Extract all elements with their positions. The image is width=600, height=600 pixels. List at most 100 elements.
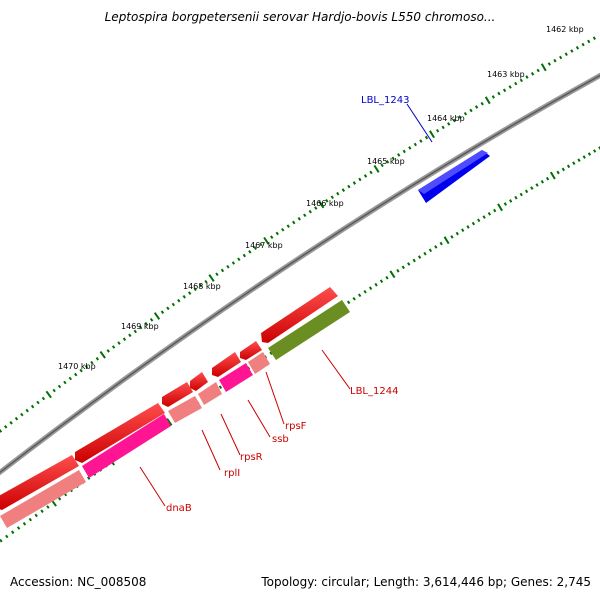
outer-minor-tick xyxy=(575,46,580,50)
outer-minor-tick xyxy=(95,357,100,361)
outer-minor-tick xyxy=(36,400,40,405)
outer-major-tick xyxy=(318,200,325,209)
gene-red-7[interactable] xyxy=(0,455,79,510)
gene-red-4[interactable] xyxy=(190,372,208,391)
inner-major-tick xyxy=(443,236,450,245)
outer-minor-tick xyxy=(330,195,334,200)
outer-minor-tick xyxy=(419,139,423,143)
outer-minor-tick xyxy=(391,156,395,161)
tick-label-1464: 1464 kbp xyxy=(427,114,465,123)
outer-minor-tick xyxy=(514,81,518,86)
outer-major-tick xyxy=(99,351,106,359)
outer-minor-tick xyxy=(547,62,551,66)
outer-minor-tick xyxy=(259,242,263,247)
outer-minor-tick xyxy=(592,36,596,40)
outer-minor-tick xyxy=(9,421,13,425)
outer-minor-tick xyxy=(530,72,535,76)
outer-minor-tick xyxy=(469,108,473,113)
inner-minor-tick xyxy=(374,282,378,287)
inner-major-tick xyxy=(166,418,173,426)
outer-minor-tick xyxy=(226,264,230,269)
outer-minor-tick xyxy=(435,128,440,133)
outer-minor-tick xyxy=(380,163,384,168)
outer-minor-tick xyxy=(242,253,247,258)
outer-minor-tick xyxy=(57,384,62,389)
inner-minor-tick xyxy=(28,517,33,522)
outer-minor-tick xyxy=(341,188,346,192)
outer-minor-tick xyxy=(413,142,417,147)
outer-minor-tick xyxy=(570,49,574,53)
label-dnaB: dnaB xyxy=(166,503,192,514)
gene-rplI-bar[interactable] xyxy=(168,396,202,423)
inner-minor-tick xyxy=(503,202,507,206)
gene-dnaB-bar[interactable] xyxy=(82,414,171,478)
outer-minor-tick xyxy=(122,337,127,341)
outer-minor-tick xyxy=(408,146,412,150)
gene-rpsR-bar[interactable] xyxy=(198,382,222,405)
outer-minor-tick xyxy=(111,345,116,349)
gene-red-6[interactable] xyxy=(75,403,165,463)
outer-minor-tick xyxy=(171,302,176,307)
gene-red-2[interactable] xyxy=(240,341,262,360)
gene-red-5[interactable] xyxy=(162,382,193,407)
inner-minor-tick xyxy=(482,215,486,219)
label-leaders xyxy=(139,103,433,507)
outer-minor-tick xyxy=(215,272,219,277)
inner-minor-tick xyxy=(357,293,362,298)
outer-minor-tick xyxy=(193,287,197,292)
outer-minor-tick xyxy=(564,52,568,56)
gene-red-3[interactable] xyxy=(212,352,241,377)
tick-label-1470: 1470 kbp xyxy=(58,362,96,371)
outer-minor-tick xyxy=(275,231,279,236)
label-rpsR: rpsR xyxy=(240,452,263,463)
tick-label-1466: 1466 kbp xyxy=(306,199,344,208)
outer-minor-tick xyxy=(30,404,35,409)
outer-minor-tick xyxy=(358,177,362,182)
tick-label-1468: 1468 kbp xyxy=(183,282,221,291)
outer-minor-tick xyxy=(237,257,241,262)
outer-minor-tick xyxy=(74,372,78,377)
inner-minor-tick xyxy=(40,509,44,513)
gene-pink-left[interactable] xyxy=(0,470,86,528)
outer-minor-tick xyxy=(519,78,523,83)
outer-minor-tick xyxy=(553,58,557,63)
inner-minor-tick xyxy=(218,385,223,389)
outer-minor-tick xyxy=(363,174,368,178)
inner-minor-tick xyxy=(540,180,544,184)
inner-minor-tick xyxy=(379,279,384,284)
label-rpsF: rpsF xyxy=(285,421,307,432)
outer-minor-tick xyxy=(41,396,46,401)
outer-minor-tick xyxy=(336,191,340,196)
outer-minor-tick xyxy=(106,349,110,353)
gene-red-1[interactable] xyxy=(261,287,338,343)
inner-minor-tick xyxy=(577,158,581,162)
outer-major-tick xyxy=(373,164,380,173)
inner-minor-tick xyxy=(401,265,405,270)
inner-major-tick xyxy=(497,203,503,212)
outer-minor-tick xyxy=(160,310,165,314)
outer-minor-tick xyxy=(220,268,225,273)
gene-ssb-bar[interactable] xyxy=(219,363,253,392)
gene-LBL_1244-bar[interactable] xyxy=(268,300,350,360)
outer-minor-tick xyxy=(441,125,445,130)
outer-minor-tick xyxy=(139,325,143,330)
outer-minor-tick xyxy=(347,184,351,189)
outer-minor-tick xyxy=(452,118,456,123)
outer-minor-tick xyxy=(474,105,479,109)
tick-label-1463: 1463 kbp xyxy=(487,70,525,79)
inner-minor-tick xyxy=(368,286,373,291)
gene-LBL_1243[interactable] xyxy=(418,150,490,203)
inner-minor-tick xyxy=(509,199,513,203)
outer-major-tick xyxy=(540,63,547,72)
outer-minor-tick xyxy=(314,206,318,210)
inner-minor-tick xyxy=(556,170,560,175)
tick-label-1465: 1465 kbp xyxy=(367,157,405,166)
outer-minor-tick xyxy=(385,160,390,164)
outer-minor-tick xyxy=(491,95,495,99)
inner-minor-tick xyxy=(487,211,492,216)
outer-minor-tick xyxy=(308,209,312,214)
outer-minor-tick xyxy=(424,135,429,140)
gene-rpsF-bar[interactable] xyxy=(248,352,270,374)
outer-minor-tick xyxy=(128,333,132,338)
inner-major-tick xyxy=(549,171,556,180)
